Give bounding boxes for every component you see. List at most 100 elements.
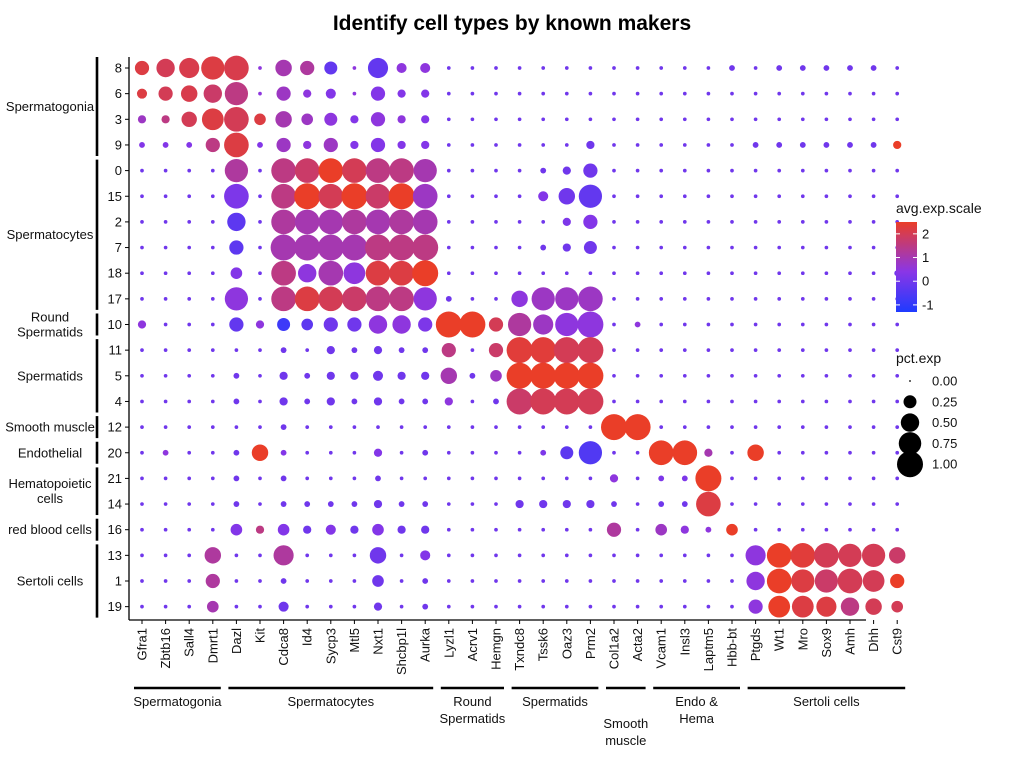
dot-mro-cluster-15	[800, 194, 805, 199]
dot-insl3-cluster-3	[682, 117, 687, 122]
dot-mro-cluster-18	[800, 271, 805, 276]
dot-dazl-cluster-7	[229, 240, 244, 255]
dot-sox9-cluster-20	[824, 450, 829, 455]
dot-prm2-cluster-2	[583, 214, 598, 230]
dot-prm2-cluster-20	[578, 441, 603, 465]
dot-lyzl1-cluster-14	[446, 502, 451, 506]
dot-dhh-cluster-8	[870, 65, 877, 71]
dot-sox9-cluster-16	[824, 527, 829, 532]
dot-id4-cluster-0	[294, 158, 320, 183]
x-tick-label: Nxt1	[371, 628, 386, 655]
dot-nxt1-cluster-4	[373, 397, 383, 406]
dot-dmrt1-cluster-18	[210, 271, 215, 276]
x-axis-ticks: Gfra1 Zbtb16 Sall4 Dmrt1 Dazl Kit Cdca8 Id4 Sycp…	[135, 620, 905, 675]
dot-ptgds-cluster-5	[753, 373, 758, 378]
dot-tssk6-cluster-9	[541, 143, 546, 147]
dot-mtl5-cluster-20	[352, 450, 357, 455]
dot-prm2-cluster-19	[588, 604, 593, 609]
dot-cdca8-cluster-3	[275, 111, 292, 128]
dot-txndc8-cluster-1	[517, 579, 522, 583]
dot-hbb-bt-cluster-16	[726, 523, 738, 536]
y-tick-label: 18	[108, 266, 122, 281]
dot-hbb-bt-cluster-12	[730, 425, 734, 429]
dot-shcbp1l-cluster-9	[397, 140, 406, 150]
dot-tssk6-cluster-16	[541, 527, 546, 532]
dot-txndc8-cluster-3	[517, 117, 522, 122]
dot-aurka-cluster-2	[412, 209, 438, 235]
dot-cdca8-cluster-15	[271, 183, 296, 209]
dot-acrv1-cluster-5	[469, 372, 476, 379]
dot-mro-cluster-16	[800, 527, 805, 532]
dot-col1a2-cluster-10	[612, 322, 616, 327]
dot-dazl-cluster-15	[224, 183, 249, 209]
dot-col1a2-cluster-7	[612, 245, 616, 250]
dot-acrv1-cluster-3	[470, 117, 475, 122]
dot-sall4-cluster-20	[187, 450, 192, 455]
dot-dazl-cluster-2	[227, 212, 246, 232]
x-tick-label: Sox9	[819, 628, 834, 658]
y-tick-label: 8	[115, 61, 122, 76]
dot-hemgn-cluster-7	[494, 245, 498, 250]
dot-lyzl1-cluster-17	[445, 295, 452, 302]
x-tick-label: Dhh	[866, 628, 881, 652]
dot-hbb-bt-cluster-6	[730, 91, 734, 96]
dot-gfra1-cluster-10	[137, 320, 147, 329]
dot-dhh-cluster-10	[871, 322, 876, 327]
dot-id4-cluster-16	[303, 525, 312, 534]
dot-acta2-cluster-17	[635, 297, 640, 301]
dot-hemgn-cluster-9	[494, 143, 498, 147]
dot-nxt1-cluster-20	[373, 448, 383, 457]
dot-acrv1-cluster-9	[470, 143, 475, 147]
dot-prm2-cluster-5	[577, 362, 604, 389]
dot-laptm5-cluster-8	[706, 66, 711, 70]
dot-insl3-cluster-2	[682, 220, 687, 224]
dot-cst9-cluster-14	[895, 502, 900, 506]
dot-amh-cluster-12	[848, 425, 852, 429]
color-tick-label: 1	[922, 250, 929, 265]
dot-sycp3-cluster-7	[317, 234, 344, 261]
dot-kit-cluster-21	[258, 476, 262, 481]
dot-zbtb16-cluster-14	[163, 502, 168, 506]
dot-ptgds-cluster-14	[753, 502, 758, 506]
dot-id4-cluster-5	[304, 372, 311, 379]
dot-sox9-cluster-3	[824, 117, 829, 122]
dot-shcbp1l-cluster-6	[397, 89, 406, 98]
dot-cdca8-cluster-19	[278, 601, 289, 612]
dot-sox9-cluster-11	[824, 348, 829, 352]
dot-tssk6-cluster-4	[530, 388, 557, 415]
dot-hemgn-cluster-3	[494, 117, 498, 122]
dot-txndc8-cluster-9	[517, 143, 522, 147]
dot-sall4-cluster-4	[187, 399, 192, 404]
dot-hemgn-cluster-21	[494, 476, 498, 481]
dot-kit-cluster-10	[255, 320, 265, 329]
dot-mro-cluster-1	[791, 569, 815, 593]
row-group-label-round-spermatids: Round Spermatids	[17, 310, 83, 340]
dot-ptgds-cluster-9	[752, 142, 759, 148]
dot-dhh-cluster-4	[871, 399, 876, 404]
dot-lyzl1-cluster-16	[446, 527, 451, 532]
dot-vcam1-cluster-16	[655, 523, 668, 536]
dot-mro-cluster-5	[800, 373, 805, 378]
dot-ptgds-cluster-3	[753, 117, 758, 122]
dot-kit-cluster-19	[258, 604, 262, 609]
legend: avg.exp.scale 2 1 0 -1 pct.exp 0.00 0.25 0.50…	[896, 200, 982, 478]
dot-insl3-cluster-11	[682, 348, 687, 352]
dot-vcam1-cluster-3	[659, 117, 664, 122]
dot-dmrt1-cluster-3	[201, 108, 224, 131]
dot-txndc8-cluster-4	[506, 388, 533, 415]
dot-sycp3-cluster-12	[328, 425, 333, 429]
dot-gfra1-cluster-5	[140, 373, 144, 378]
dot-id4-cluster-3	[301, 113, 314, 126]
dot-tssk6-cluster-20	[540, 449, 547, 456]
dot-lyzl1-cluster-1	[446, 579, 451, 583]
dot-cdca8-cluster-21	[280, 475, 287, 482]
row-group-label-sertoli-cells: Sertoli cells	[17, 574, 84, 589]
dot-hbb-bt-cluster-1	[730, 579, 734, 583]
dot-acrv1-cluster-20	[470, 450, 475, 455]
dot-acta2-cluster-12	[624, 414, 651, 441]
dot-amh-cluster-14	[848, 502, 852, 506]
dot-dhh-cluster-16	[871, 527, 876, 532]
dot-txndc8-cluster-2	[517, 220, 522, 224]
dot-dhh-cluster-12	[871, 425, 876, 429]
